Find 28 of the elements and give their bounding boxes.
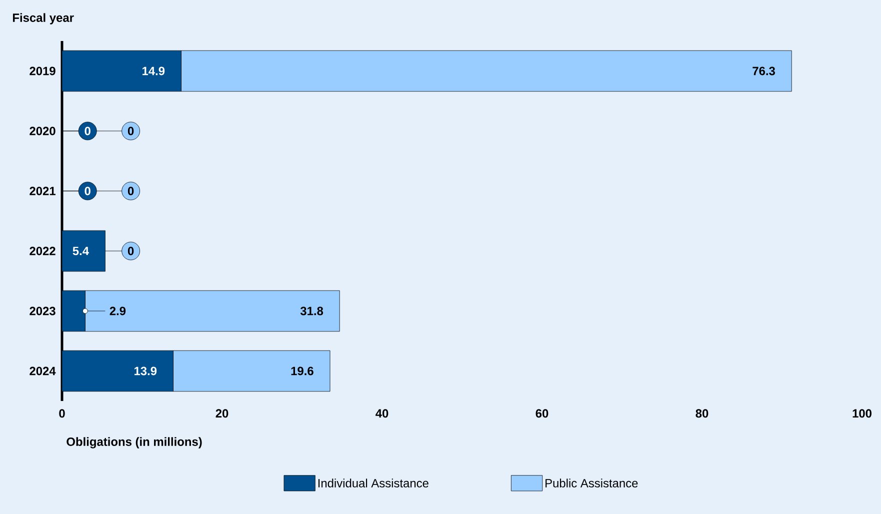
x-tick-label: 80: [696, 409, 708, 418]
x-tick-label: 20: [216, 409, 228, 418]
data-label: 14.9: [142, 66, 165, 76]
x-tick-label: 100: [852, 409, 872, 418]
y-tick-label: 2020: [30, 126, 56, 136]
y-tick-label: 2022: [30, 246, 56, 256]
annotation: 0: [128, 186, 134, 196]
annotation: 0: [128, 126, 134, 136]
y-tick-label: 2021: [30, 186, 56, 196]
y-tick-label: 2019: [30, 66, 56, 76]
y-tick-label: 2023: [30, 306, 56, 316]
x-axis-title: Obligations (in millions): [66, 437, 202, 448]
data-label: 2.9: [110, 306, 126, 316]
x-tick-label: 40: [376, 409, 388, 418]
data-label: 0: [84, 186, 90, 196]
data-label: 76.3: [752, 66, 775, 76]
data-label: 19.6: [291, 366, 314, 376]
data-label: 13.9: [134, 366, 157, 376]
data-label: 5.4: [72, 246, 89, 256]
data-label: 0: [84, 126, 90, 136]
text: Fiscal year: [12, 13, 74, 24]
legend-label: Individual Assistance: [318, 478, 428, 488]
legend-label: Public Assistance: [546, 478, 638, 488]
data-label: 0: [128, 246, 134, 256]
y-tick-label: 2024: [30, 366, 56, 376]
x-tick-label: 60: [536, 409, 548, 418]
data-label: 31.8: [300, 306, 324, 316]
x-tick-label: 0: [59, 409, 65, 418]
